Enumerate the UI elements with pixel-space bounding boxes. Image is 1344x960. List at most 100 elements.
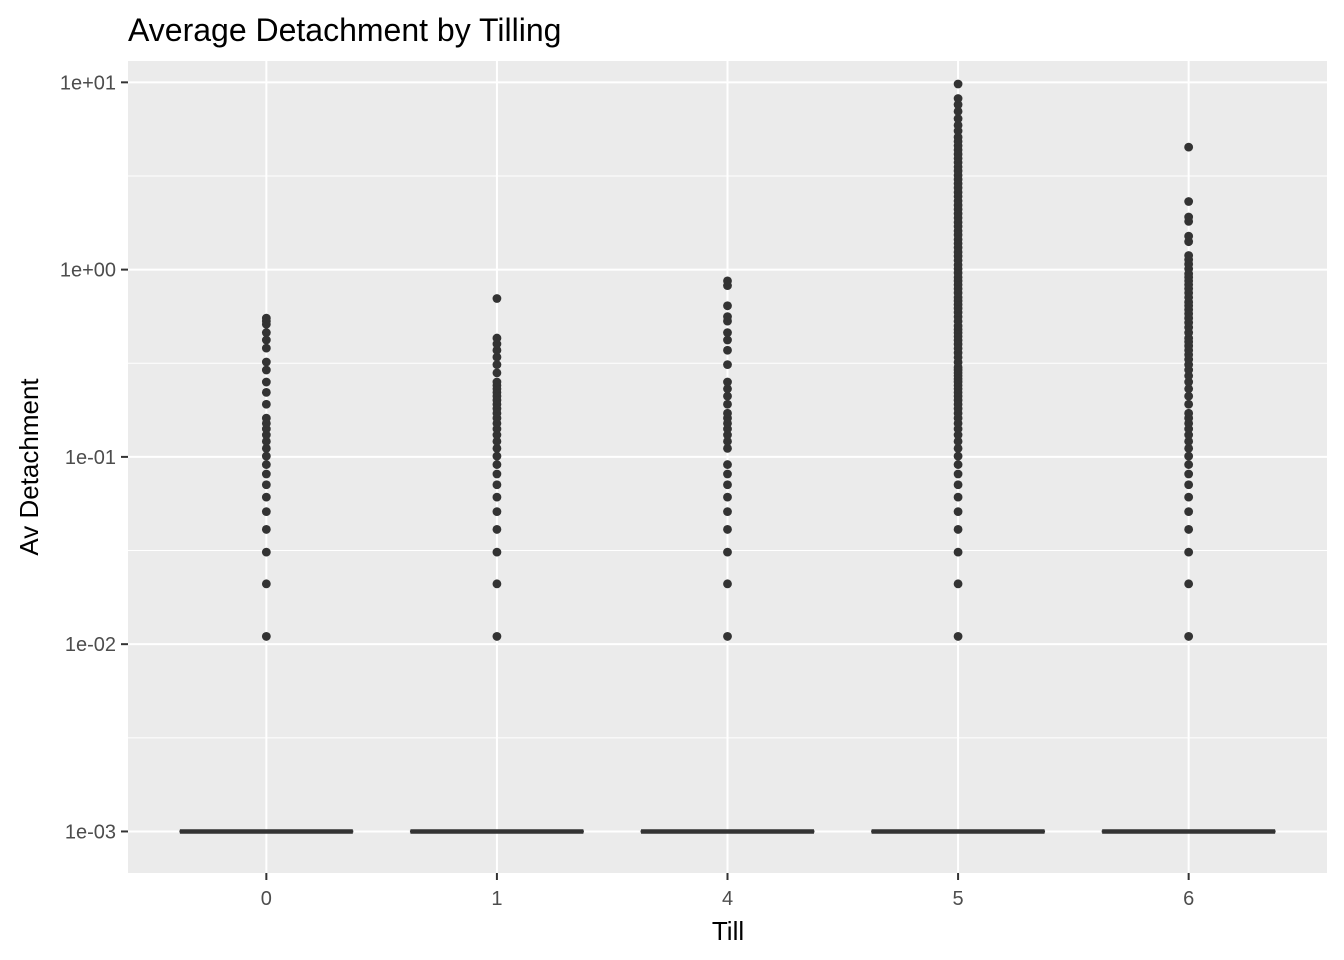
- outlier-point: [261, 399, 271, 409]
- data-marks: [179, 79, 1276, 834]
- outlier-point: [1184, 507, 1194, 517]
- outlier-point: [1184, 231, 1194, 241]
- outlier-point: [953, 451, 963, 461]
- outlier-point: [1184, 460, 1194, 469]
- outlier-point: [1184, 492, 1194, 502]
- outlier-point: [492, 525, 502, 534]
- outlier-point: [953, 480, 963, 490]
- outlier-point: [953, 79, 963, 89]
- y-tick-label: 1e-02: [65, 634, 116, 656]
- box-group-till-4: [640, 276, 815, 834]
- outlier-point: [1184, 384, 1194, 394]
- outlier-point: [723, 312, 732, 322]
- outlier-point: [953, 436, 963, 446]
- outlier-point: [492, 469, 502, 479]
- outlier-point: [1184, 436, 1194, 446]
- outlier-point: [1184, 377, 1194, 387]
- outlier-point: [953, 100, 963, 110]
- outlier-point: [723, 335, 732, 345]
- outlier-point: [492, 451, 502, 461]
- outlier-point: [723, 399, 732, 409]
- outlier-point: [261, 365, 271, 375]
- outlier-point: [492, 333, 502, 343]
- outlier-point: [1184, 408, 1194, 418]
- outlier-point: [953, 460, 963, 469]
- outlier-point: [723, 377, 732, 387]
- outlier-point: [953, 632, 963, 641]
- outlier-point: [723, 408, 732, 418]
- outlier-point: [261, 444, 271, 453]
- outlier-point: [492, 345, 502, 355]
- outlier-point: [953, 507, 963, 517]
- outlier-point: [1184, 197, 1194, 206]
- outlier-point: [953, 525, 963, 534]
- outlier-point: [1184, 632, 1194, 641]
- outlier-point: [261, 492, 271, 502]
- chart-title: Average Detachment by Tilling: [128, 12, 561, 48]
- outlier-point: [492, 480, 502, 490]
- outlier-point: [1184, 399, 1194, 409]
- outlier-point: [1184, 142, 1194, 152]
- outlier-point: [1184, 525, 1194, 534]
- outlier-point: [723, 444, 732, 453]
- outlier-point: [953, 547, 963, 557]
- box-group-till-6: [1101, 142, 1276, 834]
- outlier-point: [723, 525, 732, 534]
- outlier-point: [723, 345, 732, 355]
- outlier-point: [261, 387, 271, 397]
- outlier-point: [492, 507, 502, 517]
- outlier-point: [723, 328, 732, 337]
- x-tick-label: 1: [491, 888, 502, 910]
- outlier-point: [723, 632, 732, 641]
- outlier-point: [261, 547, 271, 557]
- outlier-point: [953, 492, 963, 502]
- outlier-point: [953, 469, 963, 479]
- outlier-point: [723, 384, 732, 394]
- outlier-point: [492, 360, 502, 370]
- outlier-point: [1184, 212, 1194, 222]
- outlier-point: [723, 276, 732, 286]
- outlier-point: [261, 632, 271, 641]
- outlier-point: [261, 343, 271, 353]
- outlier-point: [1184, 251, 1194, 260]
- outlier-point: [261, 507, 271, 517]
- box-group-till-1: [409, 294, 584, 834]
- outlier-point: [723, 469, 732, 479]
- x-tick-label: 0: [261, 888, 272, 910]
- outlier-point: [723, 436, 732, 446]
- outlier-point: [953, 114, 963, 124]
- outlier-point: [723, 301, 732, 311]
- outlier-point: [723, 391, 732, 401]
- outlier-point: [492, 547, 502, 557]
- outlier-point: [1184, 391, 1194, 401]
- outlier-point: [1184, 547, 1194, 557]
- outlier-point: [723, 460, 732, 469]
- outlier-point: [723, 579, 732, 589]
- y-axis-title: Av Detachment: [14, 378, 44, 556]
- outlier-point: [261, 480, 271, 490]
- outlier-point: [492, 436, 502, 446]
- outlier-point: [492, 579, 502, 589]
- outlier-point: [492, 460, 502, 469]
- outlier-point: [492, 352, 502, 362]
- outlier-point: [1184, 469, 1194, 479]
- box-group-till-5: [871, 79, 1046, 834]
- y-tick-label: 1e-01: [65, 447, 116, 469]
- outlier-point: [261, 357, 271, 367]
- outlier-point: [953, 94, 963, 103]
- x-axis-ticks: 0 1 4 5 6: [261, 873, 1194, 910]
- outlier-point: [723, 492, 732, 502]
- y-tick-label: 1e+01: [60, 72, 116, 94]
- y-tick-label: 1e-03: [65, 821, 116, 843]
- outlier-point: [492, 632, 502, 641]
- outlier-point: [492, 444, 502, 453]
- outlier-point: [261, 525, 271, 534]
- outlier-point: [261, 579, 271, 589]
- x-tick-label: 6: [1183, 888, 1194, 910]
- outlier-point: [261, 328, 271, 337]
- outlier-point: [261, 436, 271, 446]
- outlier-point: [1184, 451, 1194, 461]
- y-axis-ticks: 1e-03 1e-02 1e-01 1e+00 1e+01: [60, 72, 128, 843]
- outlier-point: [261, 313, 271, 323]
